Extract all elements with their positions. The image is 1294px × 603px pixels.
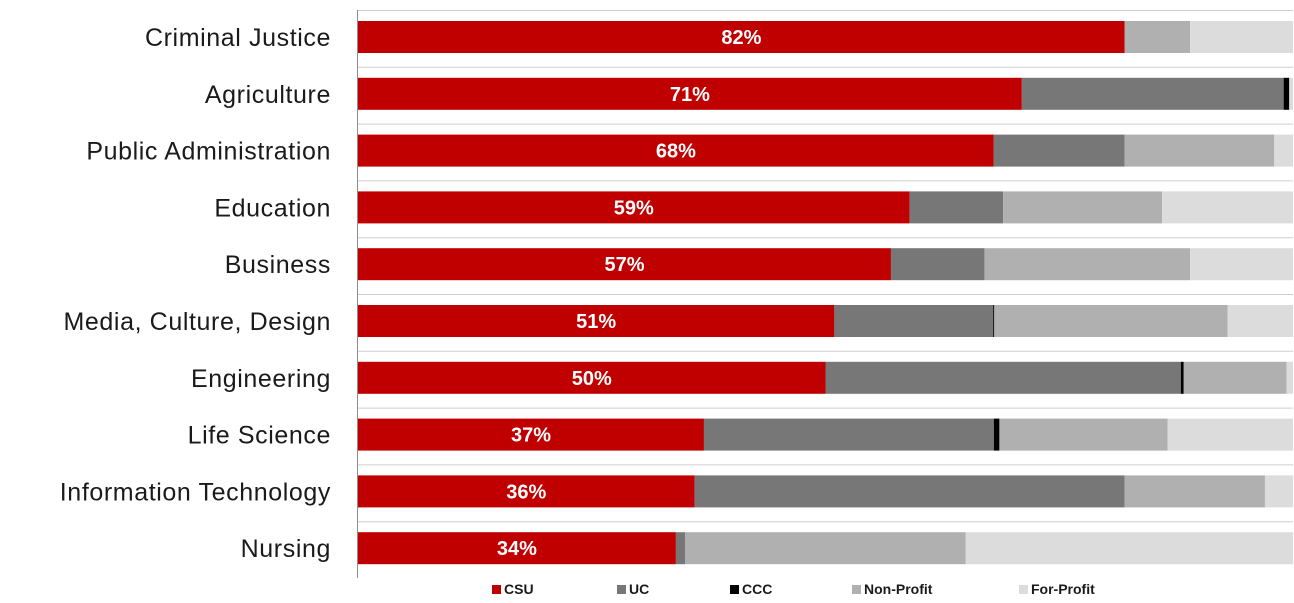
legend-swatch	[1019, 585, 1028, 594]
bar-row-nursing: Nursing 34%	[241, 521, 1293, 565]
legend: CSU UC CCC Non-Profit For-Profit	[492, 581, 1095, 597]
legend-item-uc: UC	[617, 581, 649, 597]
bar-segment-non-profit	[685, 532, 966, 565]
bar-segment-non-profit	[1124, 134, 1275, 167]
legend-item-csu: CSU	[492, 581, 534, 597]
bar-segment-non-profit	[1124, 21, 1191, 53]
bar-segment-ccc	[993, 418, 1000, 451]
bar-segment-csu	[358, 475, 695, 508]
data-label: 68%	[656, 141, 696, 163]
bar-rows: Criminal Justice 82% Agriculture 71% Public …	[60, 10, 1293, 565]
bar-segment-csu	[358, 191, 910, 224]
legend-item-for-profit: For-Profit	[1019, 581, 1095, 597]
bar-segment-non-profit	[984, 248, 1191, 281]
category-label: Media, Culture, Design	[64, 308, 332, 336]
bar-segment-non-profit	[1124, 475, 1265, 508]
bar-row-media-culture-design: Media, Culture, Design 51%	[64, 294, 1293, 337]
bar-segment-csu	[358, 418, 704, 451]
category-label: Education	[214, 194, 331, 222]
bar-segment-for-profit	[965, 532, 1293, 565]
data-label: 37%	[511, 425, 551, 447]
bar-segment-uc	[993, 134, 1125, 167]
bar-segment-uc	[675, 532, 686, 565]
bar-row-business: Business 57%	[225, 237, 1293, 281]
legend-swatch	[852, 585, 861, 594]
bar-segment-uc	[825, 361, 1181, 394]
bar-segment-csu	[358, 305, 835, 337]
bar-segment-csu	[358, 248, 891, 281]
bar-segment-non-profit	[1003, 191, 1163, 224]
legend-swatch	[492, 585, 501, 594]
bar-row-criminal-justice: Criminal Justice 82%	[145, 10, 1293, 53]
bar-row-information-technology: Information Technology 36%	[60, 464, 1293, 508]
bar-segment-for-profit	[1264, 475, 1293, 508]
category-label: Life Science	[188, 422, 331, 450]
category-label: Nursing	[241, 535, 331, 563]
bar-segment-csu	[358, 21, 1125, 53]
bar-row-engineering: Engineering 50%	[191, 350, 1293, 394]
bar-row-agriculture: Agriculture 71%	[205, 66, 1293, 110]
legend-label: For-Profit	[1031, 581, 1095, 597]
data-label: 51%	[576, 311, 616, 333]
legend-label: UC	[629, 581, 649, 597]
data-label: 71%	[670, 84, 710, 106]
bar-segment-csu	[358, 532, 676, 565]
bar-segment-for-profit	[1190, 21, 1293, 53]
legend-item-ccc: CCC	[730, 581, 772, 597]
category-label: Public Administration	[86, 138, 331, 166]
category-label: Business	[225, 251, 331, 279]
bar-segment-csu	[358, 134, 994, 167]
category-label: Engineering	[191, 365, 331, 393]
bar-segment-csu	[358, 361, 826, 394]
bar-row-education: Education 59%	[214, 180, 1293, 224]
data-label: 59%	[614, 197, 654, 219]
category-label: Criminal Justice	[145, 24, 331, 52]
bar-segment-for-profit	[1167, 418, 1293, 451]
bar-segment-uc	[703, 418, 994, 451]
legend-item-non-profit: Non-Profit	[852, 581, 933, 597]
bar-segment-non-profit	[994, 305, 1228, 337]
legend-label: CCC	[742, 581, 772, 597]
legend-label: CSU	[504, 581, 534, 597]
bar-segment-uc	[890, 248, 985, 281]
data-label: 36%	[506, 481, 546, 503]
bar-segment-csu	[358, 77, 1022, 110]
bar-segment-for-profit	[1227, 305, 1293, 337]
bar-segment-for-profit	[1289, 77, 1293, 110]
bar-segment-for-profit	[1162, 191, 1293, 224]
data-label: 82%	[721, 27, 761, 49]
data-label: 50%	[572, 368, 612, 390]
bar-segment-uc	[694, 475, 1125, 508]
bar-segment-for-profit	[1286, 361, 1293, 394]
bar-segment-non-profit	[999, 418, 1168, 451]
legend-swatch	[730, 585, 739, 594]
bar-row-life-science: Life Science 37%	[188, 407, 1293, 451]
bar-segment-for-profit	[1274, 134, 1293, 167]
bar-segment-ccc	[1180, 361, 1184, 394]
category-label: Information Technology	[60, 478, 331, 506]
legend-label: Non-Profit	[864, 581, 933, 597]
bar-row-public-administration: Public Administration 68%	[86, 123, 1293, 167]
category-label: Agriculture	[205, 81, 331, 109]
bar-segment-non-profit	[1183, 361, 1287, 394]
data-label: 57%	[604, 254, 644, 276]
data-label: 34%	[497, 538, 537, 560]
bar-segment-ccc	[1283, 77, 1290, 110]
legend-swatch	[617, 585, 626, 594]
bar-segment-uc	[909, 191, 1004, 224]
bar-segment-uc	[834, 305, 994, 337]
bar-segment-uc	[1021, 77, 1284, 110]
bar-segment-for-profit	[1190, 248, 1293, 281]
